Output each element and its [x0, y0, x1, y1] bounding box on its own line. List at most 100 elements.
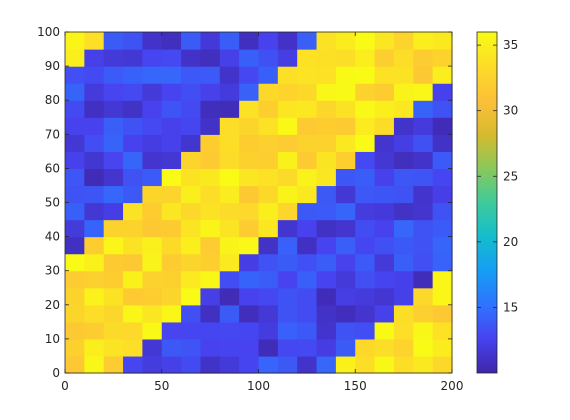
heatmap-cell: [258, 100, 279, 118]
heatmap-cell: [219, 83, 240, 101]
heatmap-cell: [258, 355, 279, 374]
heatmap-cell: [219, 236, 240, 255]
heatmap-cell: [393, 219, 414, 238]
heatmap-cell: [297, 49, 318, 67]
heatmap-cell: [432, 253, 453, 272]
heatmap-cell: [200, 304, 221, 323]
heatmap-cell: [103, 151, 124, 169]
heatmap-cell: [219, 49, 240, 67]
heatmap-cell: [65, 304, 85, 323]
heatmap-cell: [393, 100, 414, 118]
heatmap-cell: [413, 270, 434, 289]
heatmap-cell: [181, 185, 202, 204]
heatmap-cell: [258, 287, 279, 306]
x-tick-label: 150: [344, 379, 367, 393]
heatmap-cell: [355, 321, 376, 340]
heatmap-cell: [316, 100, 337, 118]
heatmap-cell: [123, 151, 143, 169]
heatmap-cell: [277, 304, 298, 323]
heatmap-cell: [258, 202, 279, 221]
heatmap-cell: [219, 168, 240, 187]
heatmap-cell: [374, 66, 395, 84]
heatmap-cell: [277, 338, 298, 357]
heatmap-cell: [297, 321, 318, 340]
heatmap-cell: [161, 287, 182, 306]
heatmap-cell: [200, 321, 221, 340]
heatmap-cell: [335, 236, 356, 255]
heatmap-cell: [374, 83, 395, 101]
heatmap-cell: [200, 32, 221, 50]
heatmap-cell: [123, 83, 143, 101]
heatmap-cell: [258, 338, 279, 357]
heatmap-cell: [393, 83, 414, 101]
heatmap-cell: [181, 338, 202, 357]
heatmap-cell: [65, 270, 85, 289]
heatmap-cell: [161, 83, 182, 101]
heatmap-cell: [161, 219, 182, 238]
colorbar: [476, 31, 498, 374]
y-tick-label: 10: [45, 332, 60, 346]
heatmap-cell: [413, 338, 434, 357]
heatmap-cell: [142, 66, 163, 84]
heatmap-cell: [219, 32, 240, 50]
heatmap-cell: [277, 117, 298, 135]
x-tick-label: 0: [61, 379, 69, 393]
heatmap-cell: [200, 66, 221, 84]
heatmap-cell: [335, 287, 356, 306]
heatmap-cell: [374, 49, 395, 67]
heatmap-cell: [65, 338, 85, 357]
heatmap-cell: [413, 168, 434, 187]
heatmap-cell: [413, 219, 434, 238]
heatmap-cell: [297, 32, 318, 50]
heatmap-cell: [316, 66, 337, 84]
heatmap-cell: [142, 253, 163, 272]
heatmap-cell: [181, 168, 202, 187]
heatmap-cell: [84, 66, 105, 84]
heatmap-cell: [335, 134, 356, 152]
heatmap-cell: [413, 66, 434, 84]
heatmap-cell: [142, 49, 163, 67]
heatmap-cell: [161, 100, 182, 118]
heatmap-cell: [432, 100, 453, 118]
heatmap-cell: [65, 66, 85, 84]
heatmap-cell: [103, 49, 124, 67]
heatmap-cell: [65, 185, 85, 204]
heatmap-cell: [219, 151, 240, 169]
heatmap-cell: [219, 270, 240, 289]
heatmap-cell: [84, 253, 105, 272]
heatmap-cell: [181, 66, 202, 84]
heatmap-cell: [84, 134, 105, 152]
heatmap-cell: [123, 253, 143, 272]
heatmap-cell: [65, 100, 85, 118]
heatmap-cell: [181, 321, 202, 340]
heatmap-cell: [277, 168, 298, 187]
colorbar-tick-label: 20: [503, 235, 518, 249]
heatmap-cell: [142, 304, 163, 323]
x-tick-label: 100: [247, 379, 270, 393]
heatmap-cell: [161, 66, 182, 84]
heatmap-cell: [335, 83, 356, 101]
heatmap-cell: [316, 32, 337, 50]
heatmap-cell: [297, 117, 318, 135]
heatmap-cell: [239, 32, 260, 50]
heatmap-cell: [239, 287, 260, 306]
heatmap-cell: [393, 134, 414, 152]
heatmap-cell: [65, 355, 85, 374]
heatmap-cell: [181, 355, 202, 374]
heatmap-cell: [355, 100, 376, 118]
colorbar-tick-label: 25: [503, 169, 518, 183]
heatmap-cell: [393, 185, 414, 204]
heatmap-cell: [84, 219, 105, 238]
heatmap-cell: [432, 185, 453, 204]
heatmap-cell: [316, 168, 337, 187]
heatmap-cell: [123, 32, 143, 50]
heatmap-cell: [123, 304, 143, 323]
heatmap-cell: [432, 134, 453, 152]
heatmap-cell: [181, 270, 202, 289]
heatmap-cell: [316, 83, 337, 101]
heatmap-cell: [355, 134, 376, 152]
heatmap-cell: [277, 287, 298, 306]
heatmap-cell: [103, 321, 124, 340]
heatmap-cell: [432, 32, 453, 50]
